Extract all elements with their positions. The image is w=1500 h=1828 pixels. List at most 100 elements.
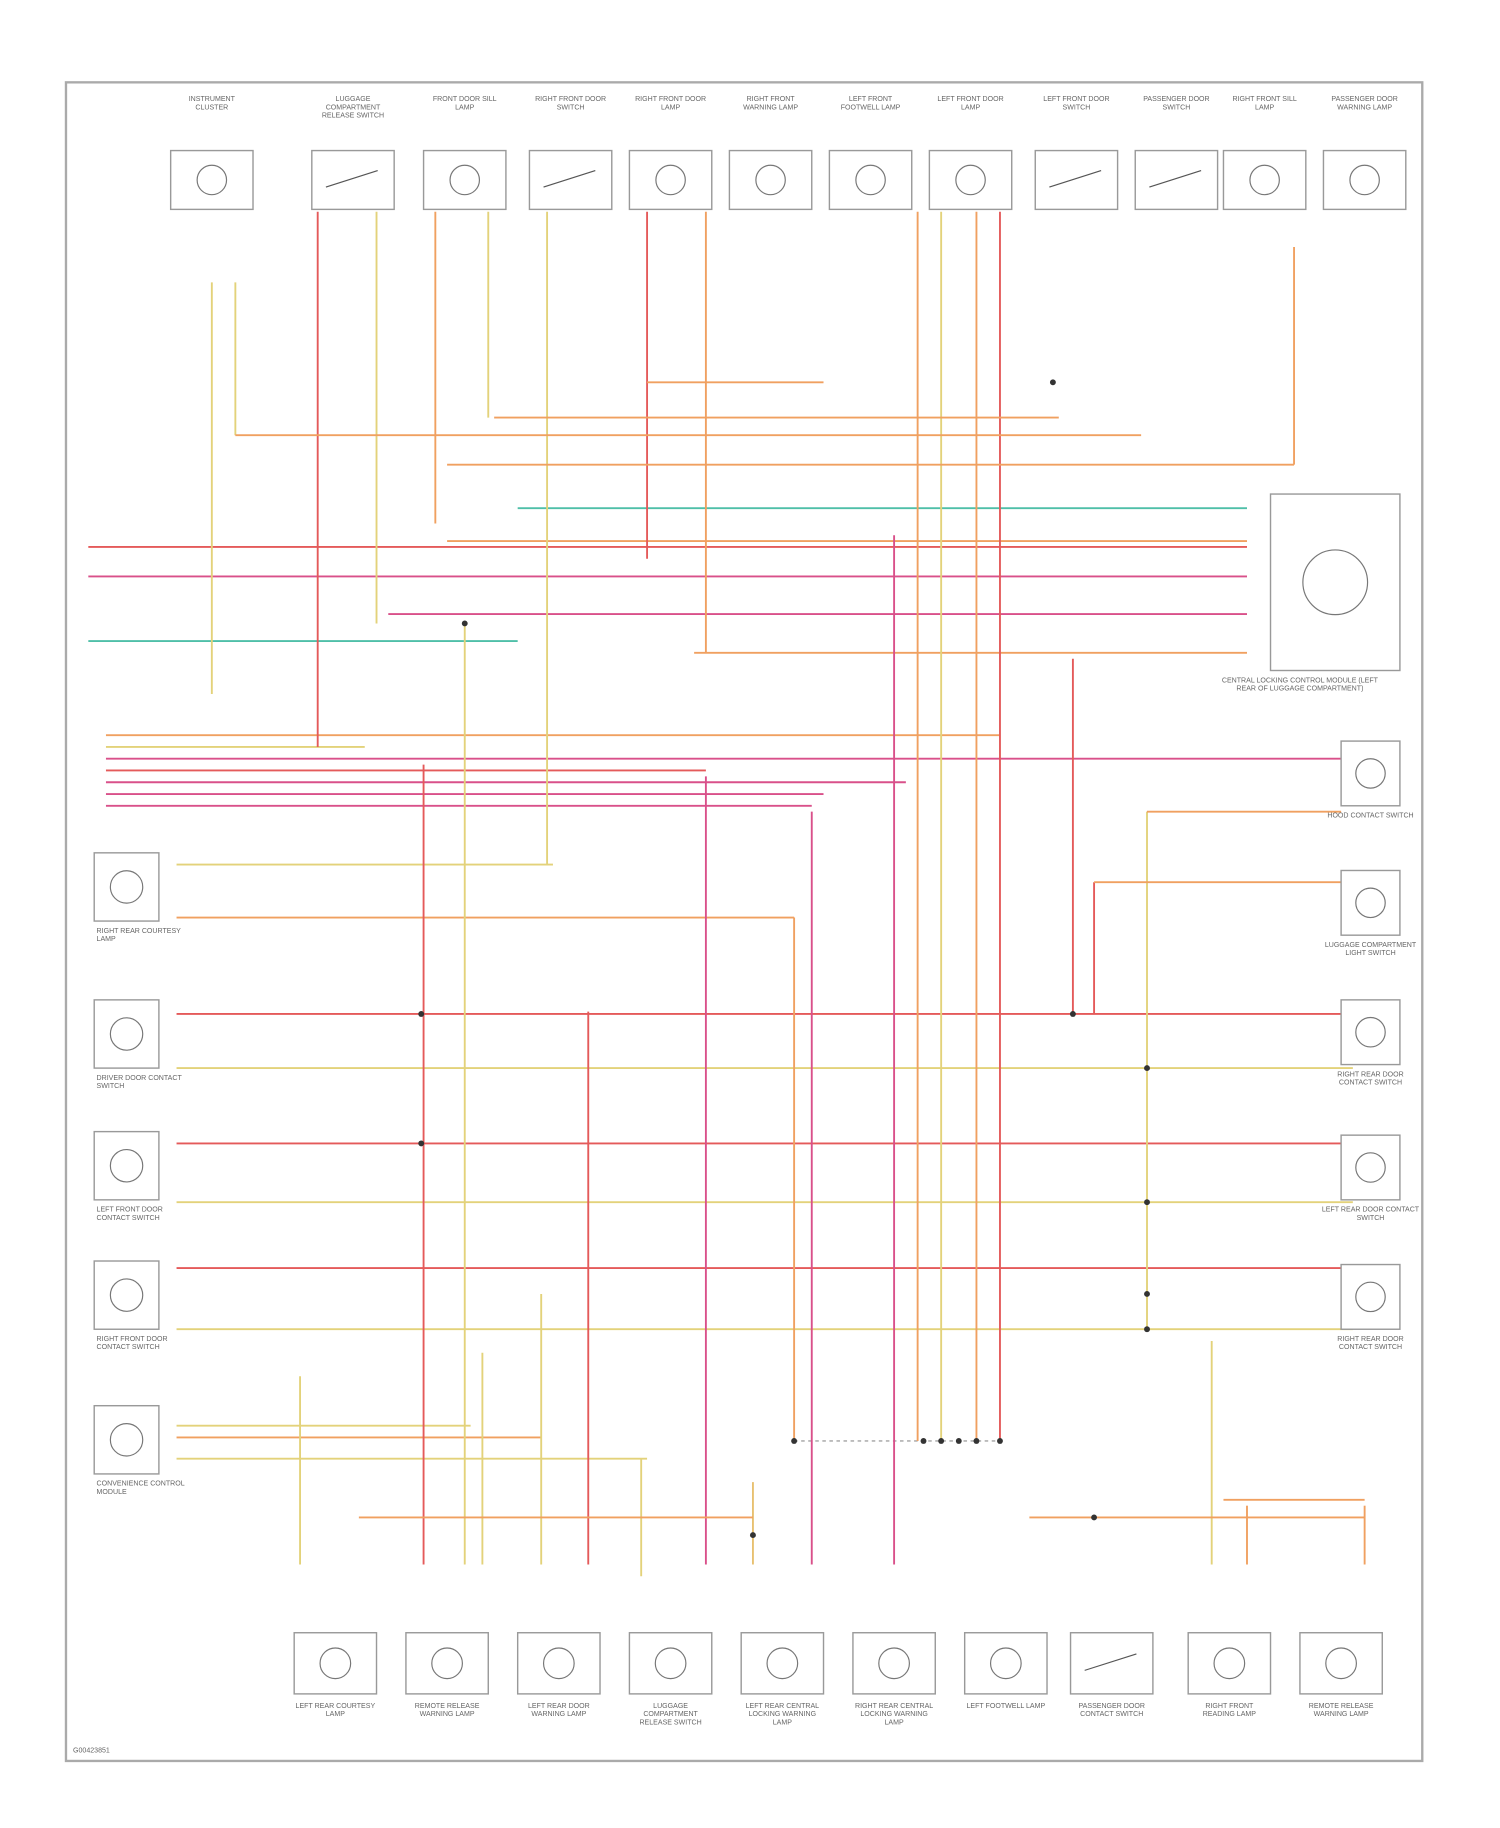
component-label: REMOTE RELEASE WARNING LAMP (1309, 1703, 1374, 1718)
component-box (516, 1632, 601, 1695)
component-label: RIGHT REAR CENTRAL LOCKING WARNING LAMP (855, 1703, 933, 1726)
lamp-symbol (989, 1647, 1022, 1680)
lamp-symbol (654, 1647, 687, 1680)
splice (418, 1011, 425, 1017)
lamp-symbol (109, 1278, 144, 1312)
component-box (1034, 149, 1119, 211)
component-label: LEFT FOOTWELL LAMP (966, 1703, 1045, 1710)
lamp-symbol (1213, 1647, 1246, 1680)
lamp-symbol (196, 164, 228, 196)
lamp-symbol (1349, 164, 1380, 196)
component-label: RIGHT FRONT READING LAMP (1203, 1703, 1257, 1718)
lamp-symbol (878, 1647, 910, 1680)
switch-symbol (1049, 170, 1102, 188)
component-box (1340, 999, 1401, 1066)
component-box (422, 149, 507, 211)
component-label: REMOTE RELEASE WARNING LAMP (415, 1703, 480, 1718)
lamp-symbol (542, 1647, 575, 1680)
splice (750, 1532, 756, 1539)
splice (461, 620, 468, 627)
component-label: LEFT REAR COURTESY LAMP (296, 1703, 376, 1718)
component-box (1187, 1632, 1272, 1695)
footer-code: G00423851 (73, 1748, 110, 1755)
component-box (528, 149, 613, 211)
component-box (740, 1632, 825, 1695)
components: INSTRUMENT CLUSTER LUGGAGE COMPARTMENT RELEA… (93, 96, 1420, 1726)
lamp-symbol (109, 1148, 144, 1183)
splice (1069, 1011, 1076, 1017)
lamp-symbol (1355, 1016, 1386, 1048)
component-label: RIGHT REAR DOOR CONTACT SWITCH (1337, 1336, 1403, 1351)
component-box (169, 149, 254, 211)
component-box (1269, 493, 1401, 672)
component-box (1340, 1263, 1401, 1330)
component-box (405, 1632, 489, 1695)
component-label: RIGHT FRONT DOOR CONTACT SWITCH (97, 1336, 168, 1351)
component-label: LEFT REAR DOOR CONTACT SWITCH (1322, 1207, 1420, 1222)
component-box (1340, 1134, 1401, 1201)
component-box (311, 149, 395, 211)
component-label: HOOD CONTACT SWITCH (1327, 813, 1413, 820)
splice (1049, 379, 1056, 386)
lamp-symbol (1355, 1281, 1386, 1313)
switch-symbol (1084, 1653, 1137, 1671)
lamp-symbol (109, 1017, 144, 1051)
lamp-symbol (1325, 1647, 1357, 1680)
splice (973, 1438, 980, 1444)
component-box (1299, 1632, 1383, 1695)
component-label: LUGGAGE COMPARTMENT RELEASE SWITCH (322, 96, 384, 119)
component-label: PASSENGER DOOR CONTACT SWITCH (1078, 1703, 1144, 1718)
component-box (1222, 149, 1307, 211)
splice (418, 1140, 425, 1147)
switch-symbol (325, 170, 378, 188)
component-label: RIGHT FRONT DOOR SWITCH (535, 96, 606, 111)
component-label: CENTRAL LOCKING CONTROL MODULE (LEFT REAR… (1222, 677, 1379, 692)
switch-symbol (543, 170, 596, 188)
component-label: LUGGAGE COMPARTMENT LIGHT SWITCH (1325, 942, 1417, 957)
component-label: RIGHT FRONT SILL LAMP (1232, 96, 1296, 111)
component-box (93, 1404, 160, 1475)
switch-symbol (1149, 170, 1202, 188)
component-label: CONVENIENCE CONTROL MODULE (97, 1481, 185, 1496)
component-box (963, 1632, 1048, 1695)
component-label: LEFT FRONT DOOR LAMP (937, 96, 1003, 111)
component-label: PASSENGER DOOR WARNING LAMP (1331, 96, 1397, 111)
component-label: RIGHT REAR COURTESY LAMP (97, 928, 182, 943)
splice (791, 1438, 798, 1444)
lamp-symbol (319, 1647, 352, 1680)
splice (1144, 1199, 1150, 1206)
component-box (852, 1632, 936, 1695)
lamp-symbol (1355, 887, 1386, 919)
component-label: RIGHT FRONT DOOR LAMP (635, 96, 706, 111)
component-label: FRONT DOOR SILL LAMP (433, 96, 497, 111)
component-label: PASSENGER DOOR SWITCH (1143, 96, 1209, 111)
lamp-symbol (755, 164, 786, 196)
lamp-symbol (955, 164, 986, 196)
lamp-symbol (109, 870, 144, 904)
splice (997, 1438, 1003, 1444)
component-label: LEFT FRONT DOOR SWITCH (1043, 96, 1109, 111)
component-box (728, 149, 813, 211)
splice (1144, 1065, 1150, 1072)
component-box (928, 149, 1013, 211)
component-label: LEFT REAR CENTRAL LOCKING WARNING LAMP (746, 1703, 820, 1726)
frame (64, 81, 1424, 1763)
lamp-symbol (1355, 1152, 1386, 1183)
component-label: DRIVER DOOR CONTACT SWITCH (97, 1075, 183, 1090)
lamp-symbol (655, 164, 686, 196)
splice (920, 1438, 927, 1444)
component-label: RIGHT FRONT WARNING LAMP (743, 96, 798, 111)
splice (1144, 1291, 1150, 1297)
component-label: LEFT FRONT DOOR CONTACT SWITCH (97, 1207, 163, 1222)
component-box (93, 1260, 160, 1330)
component-box (93, 852, 160, 922)
lamp-symbol (1302, 549, 1369, 616)
component-box (93, 1130, 160, 1201)
splice (1144, 1326, 1150, 1333)
wires (88, 211, 1366, 1577)
component-box (628, 149, 713, 211)
component-label: LUGGAGE COMPARTMENT RELEASE SWITCH (639, 1703, 701, 1726)
component-box (1340, 869, 1401, 936)
